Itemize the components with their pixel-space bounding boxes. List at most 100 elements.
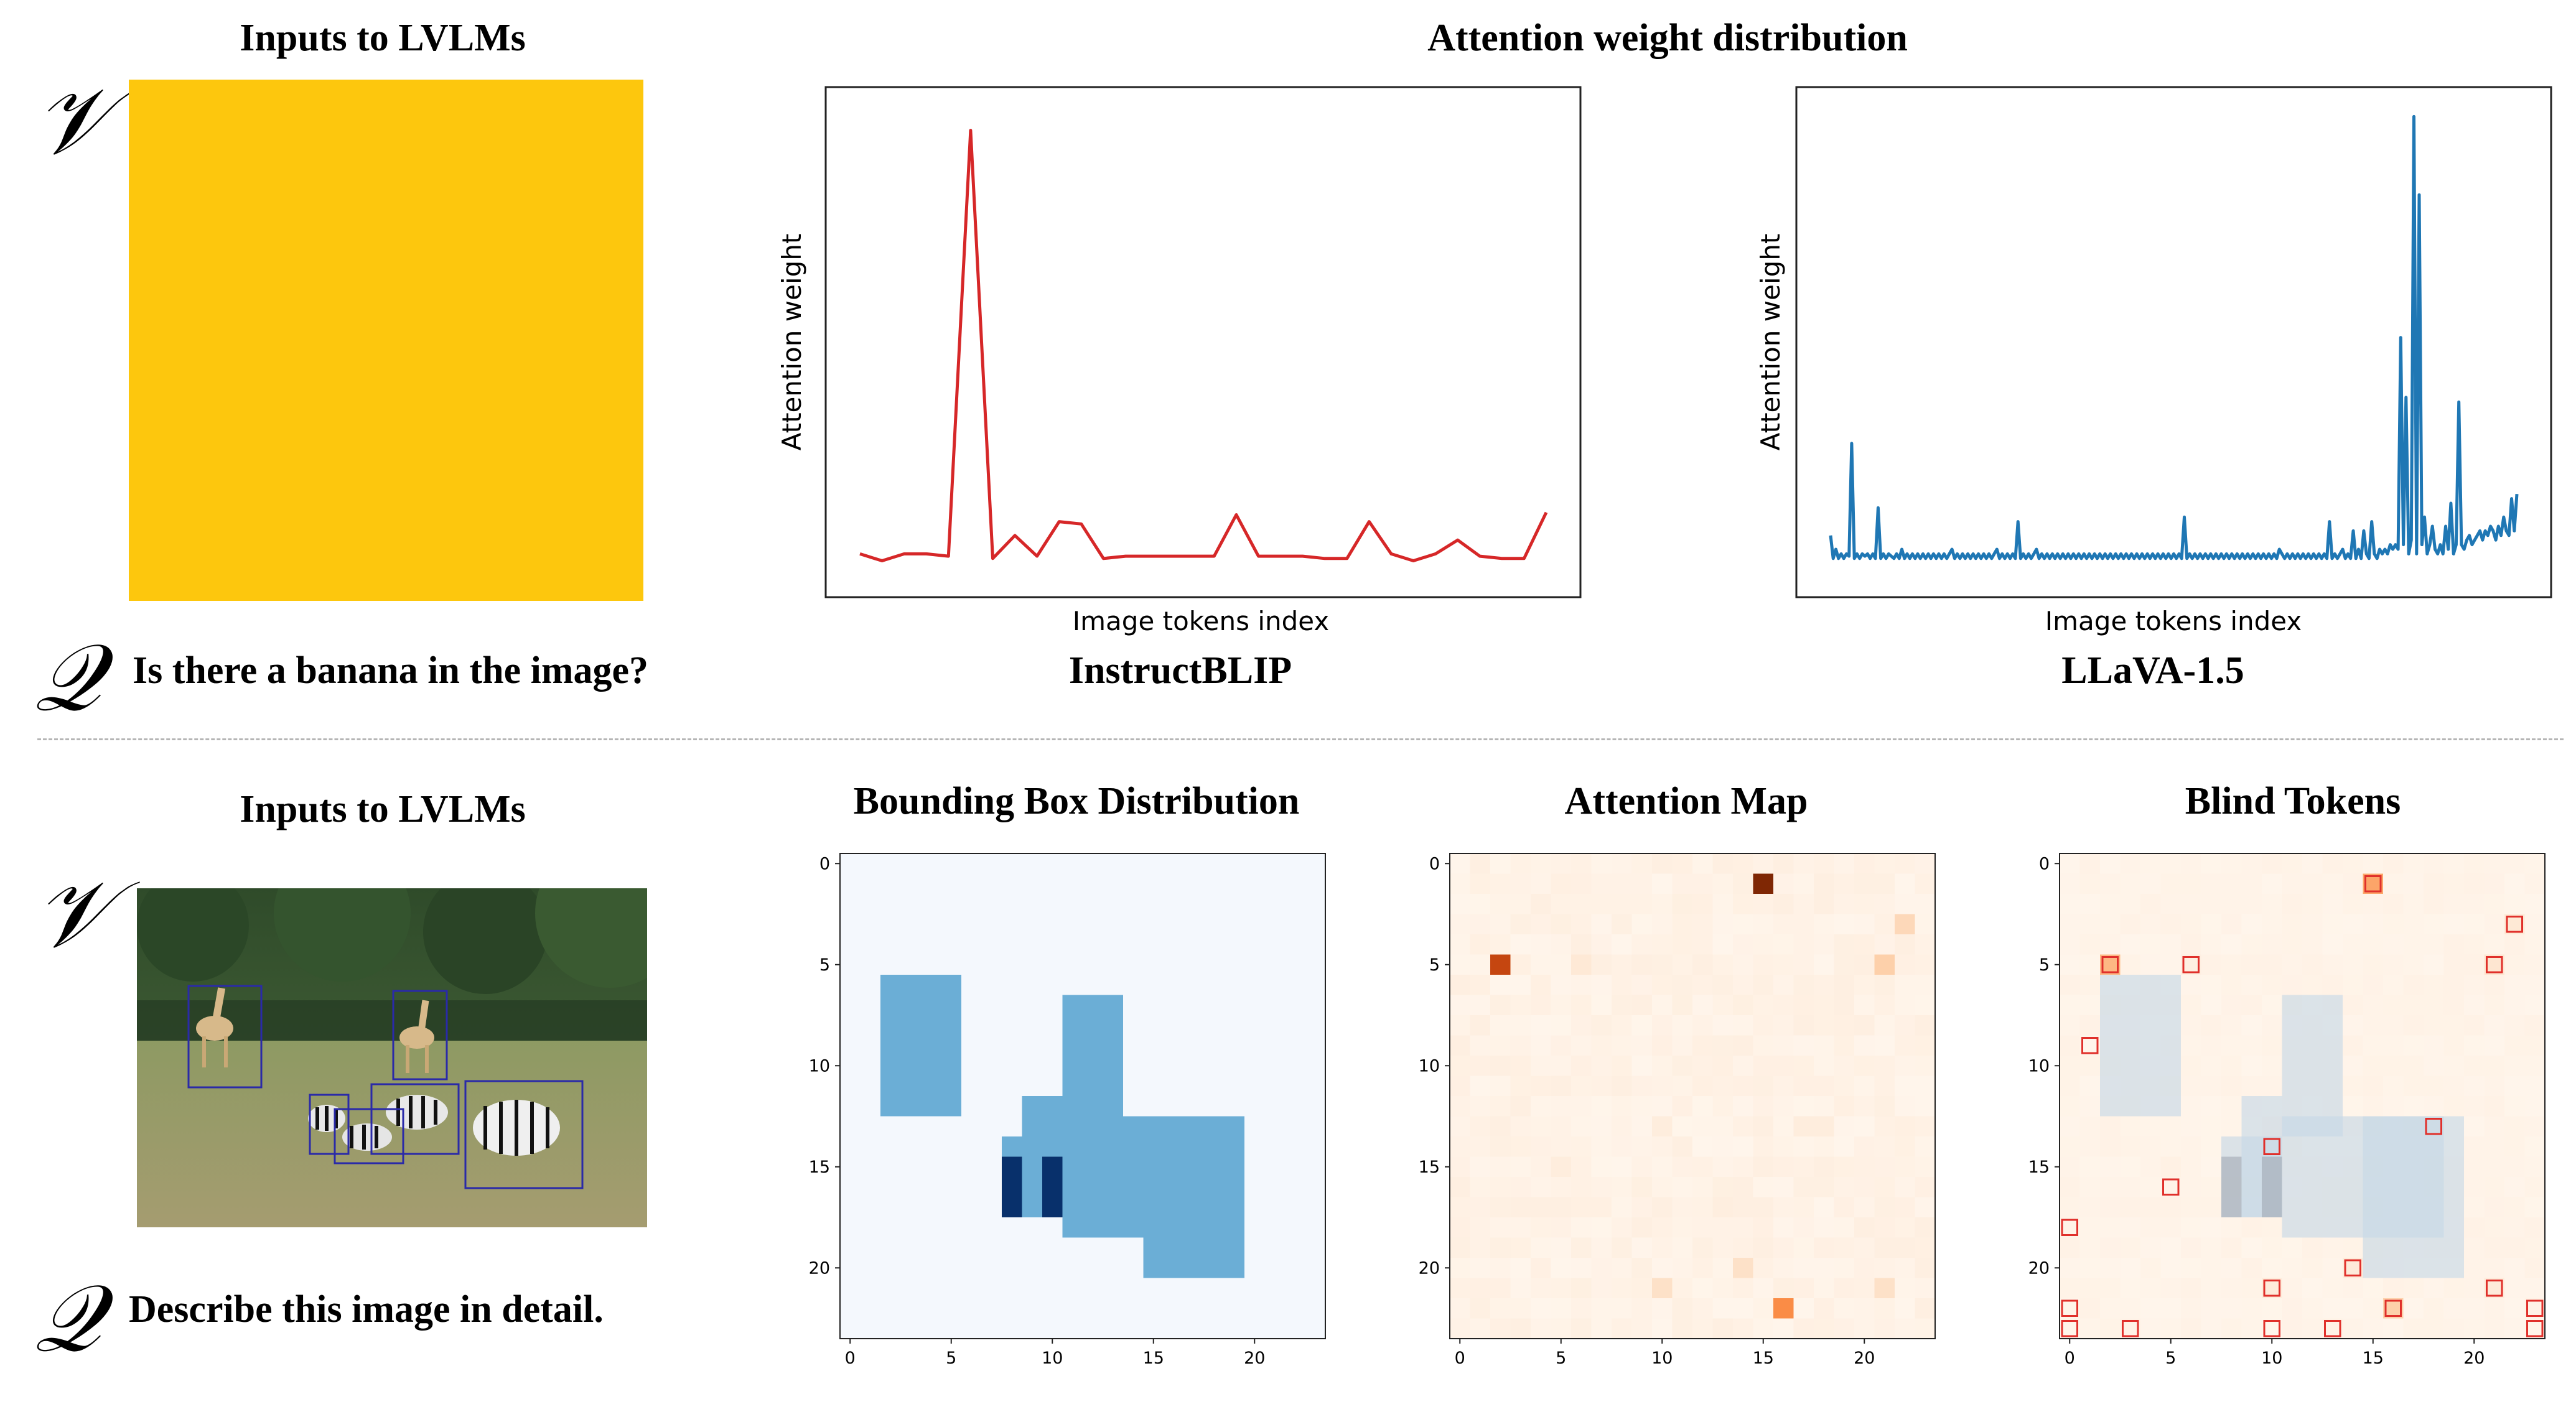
blind-bg-cell bbox=[2140, 914, 2161, 935]
blind-bg-cell bbox=[2504, 1298, 2525, 1319]
blind-bg-cell bbox=[2100, 1136, 2121, 1157]
attention-cell bbox=[1591, 853, 1612, 874]
attention-cell bbox=[1692, 1096, 1713, 1117]
attention-cell bbox=[1915, 1136, 1936, 1157]
attention-cell bbox=[1733, 1197, 1753, 1218]
blind-token-marker bbox=[2526, 1320, 2544, 1337]
blind-bg-cell bbox=[2160, 873, 2182, 895]
attention-cell bbox=[1490, 1177, 1511, 1197]
blind-bg-cell bbox=[2504, 853, 2525, 874]
attention-cell bbox=[1733, 1116, 1753, 1137]
blind-bg-cell bbox=[2241, 1217, 2262, 1238]
attention-cell bbox=[1773, 954, 1794, 975]
attention-cell bbox=[1692, 1278, 1713, 1299]
blind-bg-cell bbox=[2322, 914, 2343, 935]
attention-cell bbox=[1631, 1116, 1653, 1137]
blind-bg-cell bbox=[2343, 1056, 2363, 1076]
attention-cell bbox=[1470, 1015, 1491, 1036]
attention-cell bbox=[1470, 1177, 1491, 1197]
attention-cell bbox=[1874, 1177, 1895, 1197]
attention-cell bbox=[1814, 1177, 1834, 1197]
blind-bg-cell bbox=[2403, 1015, 2424, 1036]
attention-cell bbox=[1834, 954, 1855, 975]
attention-cell bbox=[1631, 1076, 1653, 1097]
blind-bg-cell bbox=[2464, 1217, 2485, 1238]
attention-cell bbox=[1551, 1177, 1572, 1197]
attention-cell bbox=[1753, 1035, 1774, 1056]
blind-bg-cell bbox=[2343, 954, 2363, 975]
blind-bg-cell bbox=[2363, 1318, 2384, 1339]
attention-cell bbox=[1470, 1076, 1491, 1097]
attention-cell bbox=[1773, 1096, 1794, 1117]
attention-cell bbox=[1551, 1056, 1572, 1076]
blind-bg-cell bbox=[2181, 1278, 2201, 1299]
attention-cell bbox=[1490, 1318, 1511, 1339]
llava-chart: Image tokens index Attention weight bbox=[1755, 86, 2552, 636]
attention-cell bbox=[1591, 954, 1612, 975]
attention-cell bbox=[1915, 1197, 1936, 1218]
attn-xtick-label: 10 bbox=[1651, 1349, 1673, 1368]
blind-bg-cell bbox=[2221, 1237, 2242, 1258]
blind-bg-cell bbox=[2079, 894, 2101, 914]
attention-cell bbox=[1551, 1298, 1572, 1319]
attention-cell bbox=[1874, 995, 1895, 1016]
attention-cell bbox=[1631, 853, 1653, 874]
attention-cell bbox=[1571, 1096, 1592, 1117]
blind-token-marker bbox=[2344, 1259, 2361, 1276]
attention-cell bbox=[1510, 914, 1531, 935]
attention-cell bbox=[1531, 1298, 1551, 1319]
attention-cell bbox=[1834, 934, 1855, 955]
attention-cell bbox=[1834, 1136, 1855, 1157]
attention-cell bbox=[1612, 1096, 1632, 1117]
attention-cell bbox=[1793, 1156, 1814, 1178]
blind-bg-cell bbox=[2504, 1197, 2525, 1218]
blind-bg-cell bbox=[2504, 934, 2525, 955]
blind-bg-cell bbox=[2120, 873, 2141, 895]
blind-bg-cell bbox=[2383, 1056, 2404, 1076]
instructblip-chart: Image tokens index Attention weight bbox=[777, 86, 1582, 636]
attention-cell bbox=[1631, 1015, 1653, 1036]
attention-cell bbox=[1753, 1177, 1774, 1197]
blind-bg-cell bbox=[2524, 894, 2546, 914]
attention-cell bbox=[1612, 1318, 1632, 1339]
blind-bg-cell bbox=[2383, 914, 2404, 935]
blind-bg-cell bbox=[2241, 1258, 2262, 1278]
blind-token-marker bbox=[2425, 1118, 2442, 1135]
attention-cell bbox=[1470, 1035, 1491, 1056]
attention-cell bbox=[1571, 1056, 1592, 1076]
attention-cell bbox=[1571, 1116, 1592, 1137]
attention-cell bbox=[1793, 1197, 1814, 1218]
attention-cell bbox=[1793, 1035, 1814, 1056]
attention-cell bbox=[1612, 1035, 1632, 1056]
attention-cell bbox=[1470, 873, 1491, 895]
attention-cell bbox=[1591, 1156, 1612, 1178]
blind-bg-cell bbox=[2201, 1298, 2222, 1319]
blind-token-marker bbox=[2061, 1299, 2078, 1317]
attention-cell bbox=[1834, 1258, 1855, 1278]
bbox-xtick-label: 10 bbox=[1042, 1349, 1063, 1368]
attention-cell bbox=[1753, 1156, 1774, 1178]
attention-cell bbox=[1793, 1015, 1814, 1036]
attention-cell bbox=[1854, 1258, 1875, 1278]
attention-cell bbox=[1834, 1318, 1855, 1339]
blind-bbox-overlay bbox=[2100, 975, 2181, 1117]
blind-bg-cell bbox=[2443, 853, 2465, 874]
bbox-giraffe-left bbox=[187, 985, 263, 1089]
attention-cell bbox=[1753, 1278, 1774, 1299]
attention-cell bbox=[1672, 975, 1693, 995]
attention-cell bbox=[1753, 1258, 1774, 1278]
blind-bg-cell bbox=[2201, 1177, 2222, 1197]
blind-bg-cell bbox=[2060, 934, 2080, 955]
bbox-xtick-label: 20 bbox=[1244, 1349, 1265, 1368]
attention-cell bbox=[1551, 975, 1572, 995]
attention-cell bbox=[1793, 1076, 1814, 1097]
blind-bg-cell bbox=[2241, 1076, 2262, 1097]
attention-cell bbox=[1834, 1217, 1855, 1238]
attention-cell bbox=[1874, 975, 1895, 995]
blind-bg-cell bbox=[2403, 1318, 2424, 1339]
attention-cell bbox=[1571, 995, 1592, 1016]
blind-bg-cell bbox=[2484, 894, 2505, 914]
attention-cell bbox=[1895, 873, 1915, 895]
attention-cell bbox=[1571, 914, 1592, 935]
attention-cell bbox=[1470, 995, 1491, 1016]
